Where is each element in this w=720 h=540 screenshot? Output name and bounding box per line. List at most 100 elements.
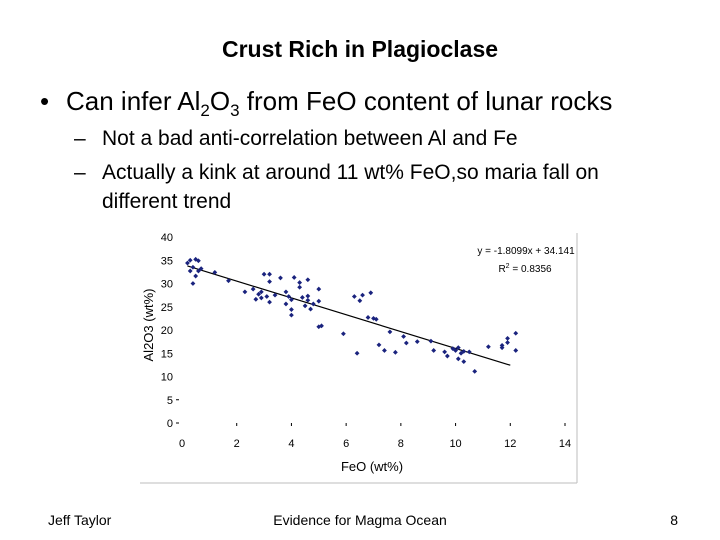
bullet-subscript-2: 2 (200, 101, 210, 120)
x-axis-label: FeO (wt%) (341, 459, 403, 474)
data-point (250, 286, 256, 292)
r-squared-sup: 2 (506, 263, 510, 270)
y-tick-label: 40 (161, 232, 173, 244)
data-point (392, 349, 398, 355)
data-point (351, 294, 357, 299)
r-squared-label: R2 = 0.8356 (498, 263, 552, 275)
data-point (289, 312, 294, 318)
footer-center: Evidence for Magma Ocean (0, 512, 720, 528)
subpoint-2-text: Actually a kink at around 11 wt% FeO,so … (102, 161, 599, 184)
data-point (373, 316, 379, 322)
data-point (387, 329, 393, 335)
data-point (278, 275, 283, 281)
x-tick-label: 6 (343, 438, 349, 450)
subpoint-2: – Actually a kink at around 11 wt% FeO,so… (74, 158, 599, 216)
data-point (289, 297, 294, 303)
data-point (382, 348, 387, 353)
data-point (291, 275, 297, 280)
data-point (297, 280, 303, 285)
subpoint-1-text: Not a bad anti-correlation between Al an… (102, 127, 518, 150)
equation-label: y = -1.8099x + 34.141 (477, 246, 575, 257)
data-point (289, 307, 294, 312)
data-point (505, 340, 510, 345)
data-point (196, 258, 201, 264)
data-point (283, 289, 289, 295)
data-point (297, 284, 303, 290)
page-number: 8 (670, 512, 678, 528)
data-point (513, 348, 519, 353)
y-tick-label: 35 (161, 255, 173, 267)
data-point (360, 292, 365, 298)
data-point (256, 291, 261, 297)
scatter-chart: 0 5 10 15 20 25 30 35 40 0 2 4 6 8 10 12 14 y = -1.8099x… (140, 232, 578, 484)
data-point (196, 268, 201, 274)
data-point (258, 289, 264, 295)
r-squared-prefix: R (498, 264, 505, 275)
data-point (258, 295, 264, 301)
plot-area: 0 5 10 15 20 25 30 35 40 0 2 4 6 8 10 12 14 (140, 232, 578, 484)
y-axis-label: Al2O3 (wt%) (141, 289, 156, 362)
data-point (357, 298, 363, 304)
data-point (286, 294, 292, 299)
data-point (368, 290, 374, 296)
data-point (272, 292, 278, 298)
data-point (305, 297, 311, 303)
data-point (264, 294, 270, 299)
bullet-text-prefix: Can infer Al (66, 86, 201, 116)
data-point (253, 296, 259, 302)
y-tick-label: 10 (161, 372, 173, 384)
data-point (414, 339, 420, 345)
trendline (187, 265, 511, 366)
data-point (226, 278, 231, 284)
subpoint-dash: – (74, 161, 86, 184)
x-tick-label: 8 (398, 438, 404, 450)
data-point (455, 345, 461, 351)
data-point (472, 368, 478, 374)
data-point (267, 279, 272, 285)
slide-title: Crust Rich in Plagioclase (221, 36, 499, 62)
data-point (299, 295, 305, 300)
subpoint-dash: – (74, 127, 86, 150)
x-tick-label: 2 (234, 438, 240, 450)
data-point (354, 350, 360, 356)
data-point (316, 286, 322, 292)
data-point (513, 330, 519, 336)
data-point (505, 335, 510, 341)
data-point (190, 281, 196, 286)
x-tick-label: 14 (559, 438, 571, 450)
data-point (455, 356, 461, 362)
data-point (267, 271, 272, 277)
x-tick-label: 0 (179, 438, 185, 450)
y-tick-label: 0 (167, 418, 173, 430)
data-point (261, 271, 267, 277)
subpoint-1: – Not a bad anti-correlation between Al a… (74, 124, 518, 153)
main-bullet: • Can infer Al2O3 from FeO content of lun… (40, 86, 612, 120)
y-tick-label: 20 (161, 325, 173, 337)
x-tick-label: 4 (288, 438, 294, 450)
data-point (185, 260, 190, 266)
data-point (305, 277, 311, 283)
data-point (212, 269, 218, 275)
y-tick-label: 25 (161, 302, 173, 314)
x-tick-label: 12 (504, 438, 516, 450)
data-point (365, 315, 371, 320)
data-point (442, 349, 448, 355)
x-tick-label: 10 (449, 438, 461, 450)
data-point (302, 303, 308, 309)
data-point (308, 306, 313, 312)
footer-title: Evidence for Magma Ocean (273, 512, 447, 528)
bullet-text-mid: O (209, 86, 231, 116)
data-point (187, 268, 193, 274)
data-point (401, 334, 406, 339)
data-point (444, 353, 450, 359)
data-point (376, 342, 382, 348)
footer-author: Jeff Taylor (48, 512, 112, 528)
data-point (453, 348, 458, 353)
data-point (461, 359, 467, 365)
data-point (341, 331, 346, 337)
data-point (193, 273, 199, 279)
bullet-subscript-3: 3 (230, 101, 240, 120)
data-point (316, 298, 322, 304)
r-squared-suffix: = 0.8356 (510, 264, 552, 275)
y-tick-label: 15 (161, 348, 173, 360)
